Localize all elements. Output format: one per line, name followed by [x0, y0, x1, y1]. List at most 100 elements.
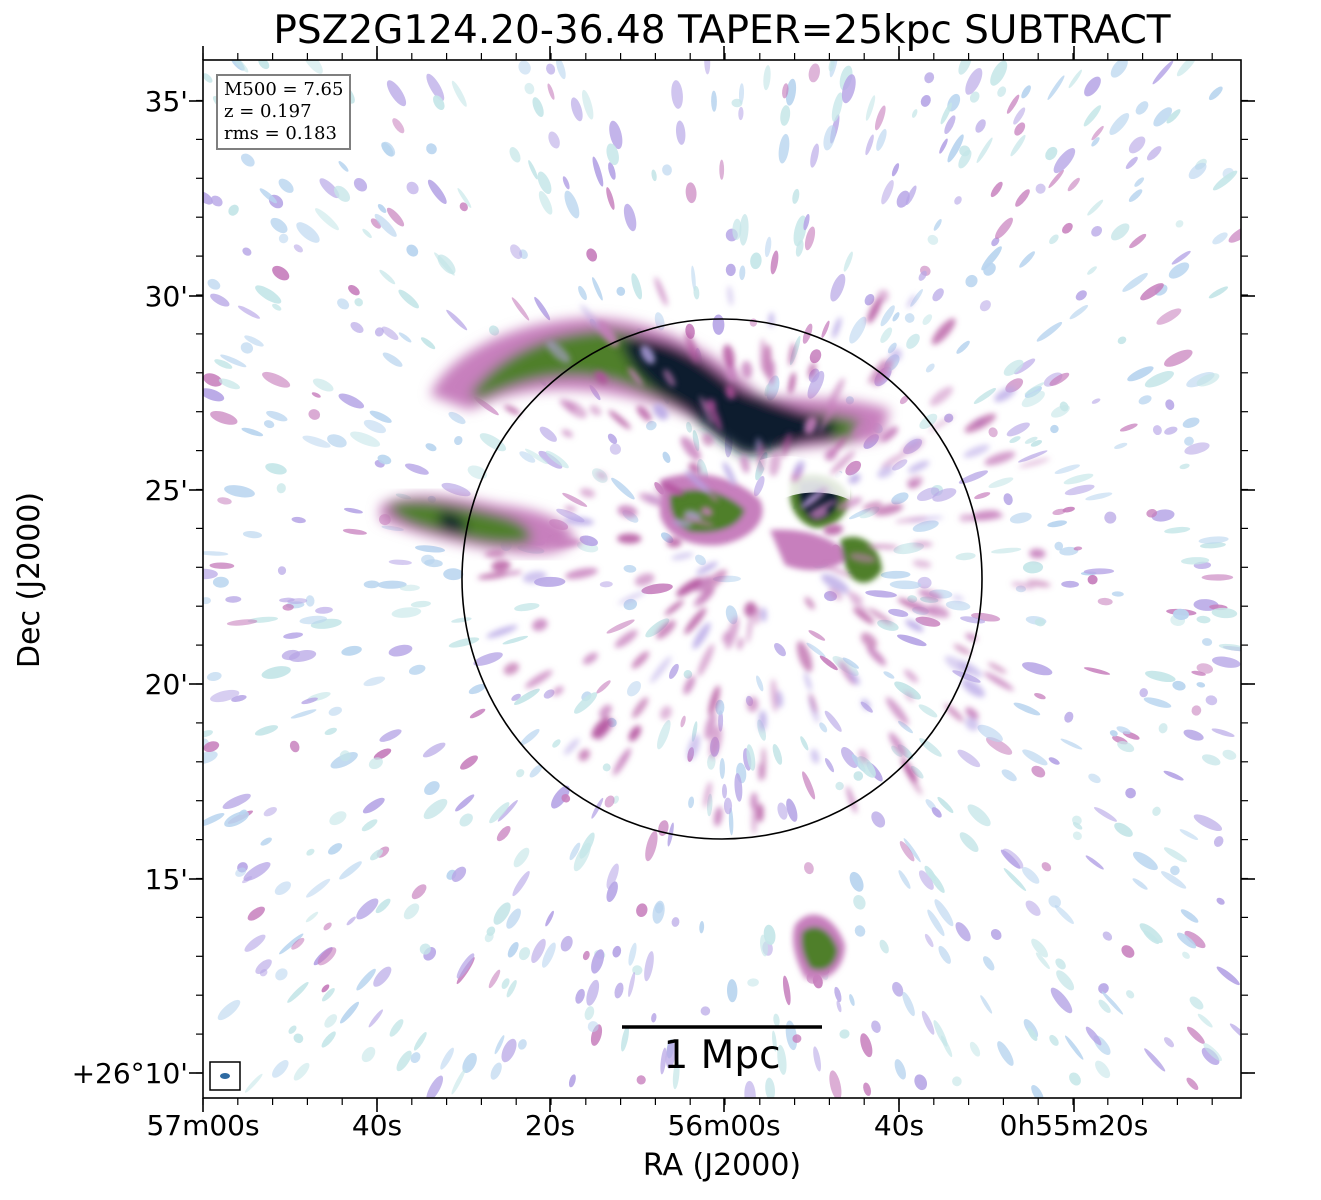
- noise-blob: [426, 143, 437, 155]
- noise-blob: [414, 545, 446, 553]
- halo-streak: [660, 705, 672, 720]
- noise-blob: [494, 1035, 505, 1055]
- noise-blob: [1048, 895, 1061, 908]
- halo-streak: [788, 372, 796, 395]
- noise-blob: [410, 600, 431, 608]
- noise-blob: [403, 903, 420, 920]
- scalebar-label: 1 Mpc: [663, 1033, 781, 1078]
- halo-streak: [866, 646, 887, 666]
- noise-blob: [570, 97, 583, 122]
- halo-streak: [672, 519, 693, 528]
- halo-streak: [683, 675, 696, 695]
- halo-streak: [503, 662, 520, 675]
- noise-blob: [792, 1034, 802, 1043]
- noise-blob: [513, 847, 530, 868]
- noise-blob: [203, 730, 213, 738]
- halo-streak: [737, 637, 744, 650]
- noise-blob: [386, 207, 405, 227]
- noise-blob: [792, 188, 800, 204]
- noise-blob: [894, 681, 922, 700]
- noise-blob: [361, 819, 378, 832]
- noise-blob: [636, 1075, 646, 1085]
- noise-blob: [1179, 463, 1190, 470]
- noise-blob: [433, 95, 445, 110]
- noise-blob: [272, 265, 290, 281]
- halo-streak: [880, 426, 899, 442]
- noise-blob: [574, 692, 598, 714]
- halo-streak: [684, 331, 699, 363]
- noise-blob: [451, 866, 467, 882]
- noise-blob: [420, 337, 436, 350]
- noise-blob: [1191, 670, 1206, 676]
- noise-blob: [1114, 442, 1128, 449]
- noise-blob: [1168, 262, 1190, 279]
- halo-streak: [486, 625, 518, 639]
- noise-blob: [1049, 234, 1059, 245]
- noise-blob: [1132, 878, 1148, 890]
- noise-blob: [715, 699, 725, 716]
- halo-streak: [906, 475, 924, 488]
- halo-streak: [931, 318, 956, 345]
- noise-blob: [370, 849, 383, 861]
- halo-streak: [676, 577, 703, 597]
- noise-blob: [602, 763, 611, 772]
- halo-streak: [727, 285, 734, 306]
- noise-blob: [662, 164, 672, 176]
- noise-blob: [918, 704, 938, 718]
- noise-blob: [534, 296, 551, 321]
- noise-blob: [1021, 85, 1031, 99]
- halo-streak: [877, 465, 894, 479]
- halo-streak: [522, 571, 547, 584]
- halo-streak: [904, 691, 914, 702]
- noise-blob: [1022, 662, 1053, 676]
- noise-blob: [606, 187, 615, 210]
- noise-blob: [599, 581, 613, 588]
- noise-blob: [278, 933, 304, 955]
- halo-streak: [895, 516, 928, 523]
- halo-streak: [929, 386, 953, 406]
- halo-streak: [912, 559, 932, 568]
- noise-blob: [719, 758, 726, 779]
- noise-blob: [945, 600, 971, 611]
- noise-blob: [1055, 958, 1066, 970]
- halo-streak: [806, 499, 839, 517]
- noise-blob: [612, 945, 622, 958]
- noise-blob: [910, 765, 924, 779]
- noise-blob: [263, 807, 277, 817]
- noise-blob: [1134, 177, 1145, 187]
- noise-blob: [275, 968, 288, 981]
- noise-blob: [1125, 156, 1138, 169]
- noise-blob: [688, 796, 695, 809]
- noise-blob: [1166, 109, 1181, 124]
- noise-blob: [931, 807, 942, 818]
- halo-streak: [640, 345, 656, 365]
- noise-blob: [413, 1032, 427, 1051]
- noise-blob: [586, 979, 600, 1006]
- noise-blob: [1203, 1042, 1222, 1062]
- halo-streak: [591, 717, 611, 739]
- halo-streak: [908, 600, 939, 615]
- noise-blob: [835, 781, 844, 791]
- noise-blob: [800, 736, 809, 751]
- noise-blob: [287, 598, 308, 605]
- halo-streak: [867, 358, 886, 385]
- noise-blob: [467, 465, 487, 480]
- noise-blob: [203, 812, 225, 827]
- noise-blob: [753, 475, 765, 497]
- noise-blob: [377, 580, 407, 589]
- halo-patches: [477, 276, 1051, 835]
- noise-blob: [609, 120, 623, 150]
- noise-blob: [1196, 663, 1214, 674]
- noise-blob: [954, 196, 962, 205]
- noise-blob: [967, 804, 991, 827]
- noise-blob: [516, 769, 525, 778]
- noise-blob: [924, 933, 934, 948]
- halo-streak: [965, 707, 979, 720]
- halo-streak: [704, 712, 717, 740]
- halo-streak: [653, 403, 669, 420]
- noise-blob: [203, 568, 218, 580]
- noise-blob: [291, 516, 306, 524]
- noise-blob: [368, 1009, 383, 1028]
- halo-streak: [907, 460, 930, 473]
- noise-blob: [711, 90, 717, 112]
